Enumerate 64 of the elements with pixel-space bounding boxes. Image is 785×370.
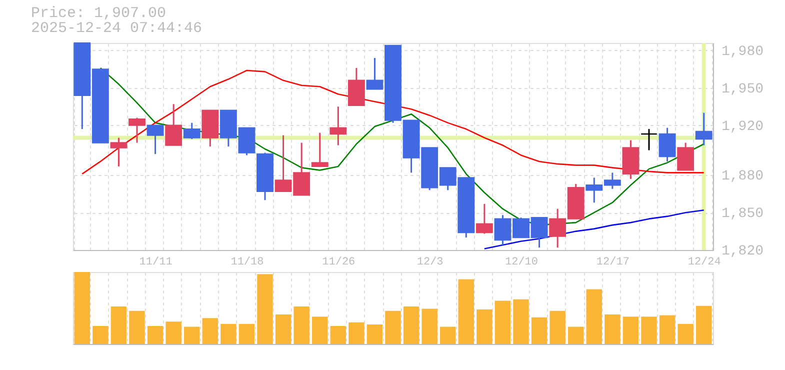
bar: [385, 310, 401, 344]
bar: [202, 318, 218, 344]
bar: [550, 310, 566, 344]
x-tick-label: 11/11: [139, 256, 173, 268]
bar: [622, 316, 639, 344]
candlestick: [695, 112, 712, 146]
chart-title: Price: 1,907.00: [31, 5, 166, 22]
bar: [641, 316, 657, 344]
candlestick: [128, 117, 146, 144]
bar: [238, 324, 255, 344]
bar: [568, 326, 584, 344]
x-tick-label: 12/24: [688, 256, 722, 268]
y-tick-label: 1,850: [722, 206, 764, 222]
bar: [294, 306, 310, 344]
candlestick: [110, 137, 128, 168]
y-tick-label: 1,950: [722, 81, 764, 98]
candlestick: [658, 127, 676, 162]
candlestick: [640, 128, 658, 151]
candlestick: [165, 103, 182, 146]
bar: [422, 308, 438, 344]
x-tick-label: 12/10: [504, 256, 538, 268]
bar: [348, 322, 364, 344]
x-tick-label: 11/18: [230, 256, 264, 268]
bar: [275, 314, 292, 344]
candlestick: [476, 203, 493, 235]
candlestick: [330, 106, 347, 146]
y-tick-label: 1,980: [722, 44, 764, 60]
bar: [604, 314, 620, 344]
x-tick-label: 12/3: [416, 256, 444, 268]
bar: [458, 279, 474, 344]
chart-subtitle: 2025-12-24 07:44:46: [31, 20, 202, 37]
bar: [166, 322, 182, 344]
bar: [110, 306, 127, 344]
y-tick-label: 1,820: [722, 244, 764, 260]
bar: [696, 306, 712, 344]
x-tick-label: 12/17: [596, 256, 630, 268]
y-tick-label: 1,880: [722, 168, 764, 185]
candlestick: [311, 132, 328, 168]
line-series: [81, 70, 705, 175]
bar: [476, 309, 492, 344]
bar: [92, 326, 108, 344]
bar: [440, 326, 456, 344]
bar: [659, 315, 676, 344]
x-tick-label: 11/26: [322, 256, 356, 268]
bar: [147, 326, 164, 344]
bar: [531, 317, 548, 344]
candlestick: [183, 122, 200, 140]
bar: [184, 326, 200, 344]
bar: [312, 316, 328, 344]
bar: [403, 306, 420, 344]
candlestick: [677, 142, 694, 171]
bar: [513, 299, 529, 344]
bar: [330, 326, 346, 344]
bar: [257, 274, 273, 344]
bar: [494, 300, 511, 344]
y-tick-label: 1,920: [722, 118, 764, 135]
bar: [129, 310, 145, 344]
bar: [366, 324, 383, 344]
line-series: [484, 209, 705, 250]
bar: [74, 272, 90, 344]
bar: [220, 324, 236, 344]
bar: [678, 324, 694, 344]
bar: [586, 289, 602, 344]
candlestick: [146, 124, 164, 155]
